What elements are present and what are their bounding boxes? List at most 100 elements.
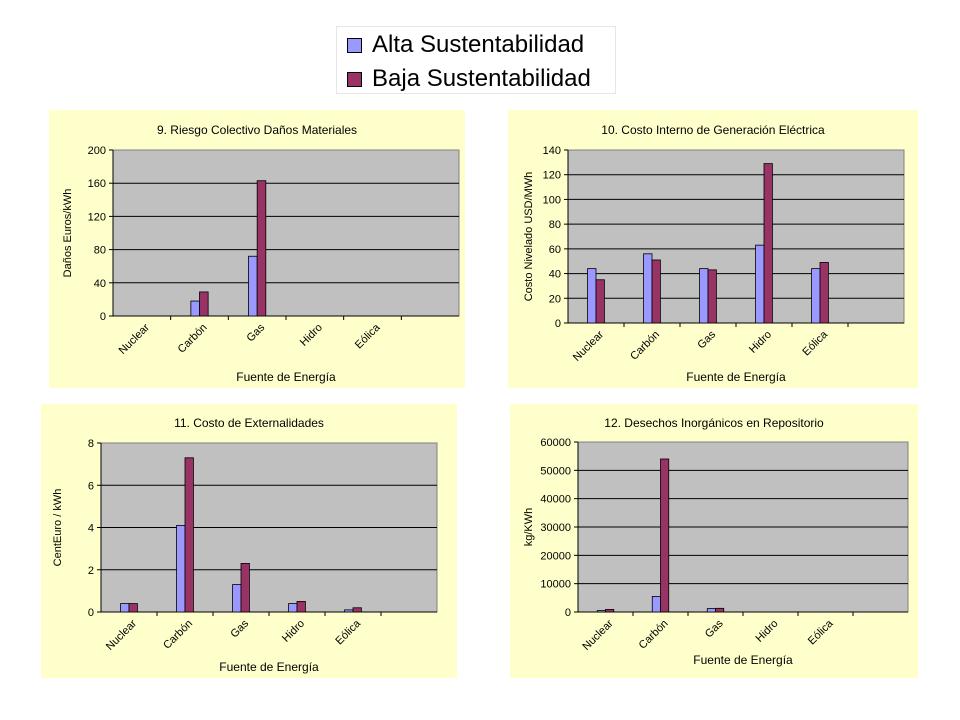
bar-alta-carbón [651,596,661,613]
x-tick-label-carbón: Carbón [637,618,671,652]
bar-baja-hidro [763,163,773,324]
bar-alta-hidro [755,244,765,324]
x-tick-label-nuclear: Nuclear [580,617,616,653]
chart-desechos-inorganicos: 12. Desechos Inorgánicos en Repositorio 0… [523,416,909,667]
bar-baja-eólica [352,607,362,613]
bar-alta-hidro [288,603,298,613]
y-tick-label: 30000 [540,522,571,534]
bar-baja-gas [707,269,717,324]
x-axis-label-desechos-inorganicos: Fuente de Energía [693,653,793,667]
y-tick-label: 100 [543,194,561,206]
plot-area-costo-interno [567,149,905,324]
chart-panel-costo-interno: 10. Costo Interno de Generación Eléctric… [508,110,918,388]
bar-alta-carbón [190,300,200,317]
chart-costo-interno: 10. Costo Interno de Generación Eléctric… [523,123,905,384]
bar-baja-gas [715,607,725,613]
x-axis-label-costo-externalidades: Fuente de Energía [219,660,319,674]
bar-baja-carbón [660,458,670,613]
x-tick-label-eólica: Eólica [806,617,836,647]
x-tick-label-nuclear: Nuclear [571,328,607,364]
bar-alta-carbón [643,253,653,324]
y-tick-label: 40 [94,278,106,290]
bar-alta-carbón [176,524,186,613]
y-tick-label: 0 [555,318,561,330]
chart-title-costo-externalidades: 11. Costo de Externalidades [174,416,324,430]
bar-baja-nuclear [128,603,138,613]
x-tick-label-carbón: Carbón [161,618,195,652]
x-tick-label-nuclear: Nuclear [104,617,140,653]
legend-swatch-baja [347,71,362,87]
y-tick-label: 200 [88,145,106,157]
x-tick-label-gas: Gas [245,321,268,344]
x-tick-label-gas: Gas [695,328,718,351]
y-tick-label: 2 [88,565,94,577]
bar-baja-carbón [199,291,209,317]
bar-baja-gas [256,180,267,317]
y-tick-label: 40000 [540,494,571,506]
x-axis-label-riesgo-colectivo: Fuente de Energía [236,370,336,384]
bar-baja-carbón [184,457,194,613]
x-tick-label-carbón: Carbón [628,329,662,363]
legend-item-alta: Alta Sustentabilidad [347,31,584,59]
y-tick-label: 10000 [540,579,571,591]
y-axis-label-desechos-inorganicos: kg/KWh [523,508,535,547]
chart-panel-desechos-inorganicos: 12. Desechos Inorgánicos en Repositorio 0… [510,404,918,678]
y-tick-label: 8 [88,438,94,450]
x-tick-label-hidro: Hidro [280,618,307,645]
legend-swatch-alta [347,37,362,53]
chart-panel-riesgo-colectivo: 9. Riesgo Colectivo Daños Materiales 0 40 8… [49,110,465,388]
x-tick-label-hidro: Hidro [747,329,774,356]
y-tick-label: 0 [88,607,94,619]
y-tick-label: 20000 [540,550,571,562]
y-axis-label-costo-interno: Costo Nivelado USD/MWh [523,172,535,302]
y-axis-label-riesgo-colectivo: Daños Euros/kWh [62,189,74,278]
bar-alta-eólica [344,609,354,613]
bar-baja-hidro [296,601,306,613]
y-tick-label: 50000 [540,465,571,477]
bar-baja-eólica [819,262,829,324]
y-tick-label: 20 [549,293,561,305]
y-tick-label: 6 [88,480,94,492]
bar-alta-eólica [811,268,821,324]
chart-riesgo-colectivo: 9. Riesgo Colectivo Daños Materiales 0 40 8… [62,123,460,384]
y-tick-label: 40 [549,269,561,281]
y-tick-label: 0 [565,607,571,619]
bar-alta-nuclear [596,610,606,613]
x-tick-label-eólica: Eólica [353,321,383,351]
chart-costo-externalidades: 11. Costo de Externalidades 0 2 4 6 8 Nuclear C… [52,416,438,674]
y-tick-label: 60 [549,244,561,256]
y-tick-label: 120 [543,170,561,182]
y-tick-label: 140 [543,145,561,157]
x-tick-label-eólica: Eólica [333,617,363,647]
x-axis-label-costo-interno: Fuente de Energía [686,370,786,384]
bar-alta-gas [232,584,242,613]
x-tick-label-carbón: Carbón [176,322,210,356]
bar-alta-gas [699,268,709,324]
bar-alta-gas [248,255,258,317]
bar-baja-carbón [651,259,661,324]
y-tick-label: 4 [88,523,94,535]
x-tick-label-gas: Gas [703,617,726,640]
y-tick-label: 80 [549,219,561,231]
plot-area-riesgo-colectivo [112,149,460,317]
chart-title-riesgo-colectivo: 9. Riesgo Colectivo Daños Materiales [157,123,357,137]
x-tick-label-hidro: Hidro [298,322,325,349]
bar-baja-nuclear [595,279,605,324]
y-tick-label: 60000 [540,437,571,449]
legend-item-baja: Baja Sustentabilidad [347,65,591,93]
chart-panel-costo-externalidades: 11. Costo de Externalidades 0 2 4 6 8 Nuclear C… [41,404,457,678]
bar-alta-nuclear [120,603,130,613]
chart-title-desechos-inorganicos: 12. Desechos Inorgánicos en Repositorio [604,416,824,430]
bar-baja-gas [240,563,250,613]
x-tick-label-gas: Gas [228,617,251,640]
bar-alta-nuclear [587,268,597,324]
bar-baja-nuclear [605,609,615,613]
legend-label-alta: Alta Sustentabilidad [372,31,585,58]
y-tick-label: 120 [88,211,106,223]
x-tick-label-eólica: Eólica [800,328,830,358]
chart-legend: Alta Sustentabilidad Baja Sustentabilida… [336,26,616,94]
x-tick-label-hidro: Hidro [754,618,781,645]
y-axis-label-costo-externalidades: CentEuro / kWh [52,489,64,567]
y-tick-label: 160 [88,178,106,190]
x-tick-label-nuclear: Nuclear [117,321,153,357]
